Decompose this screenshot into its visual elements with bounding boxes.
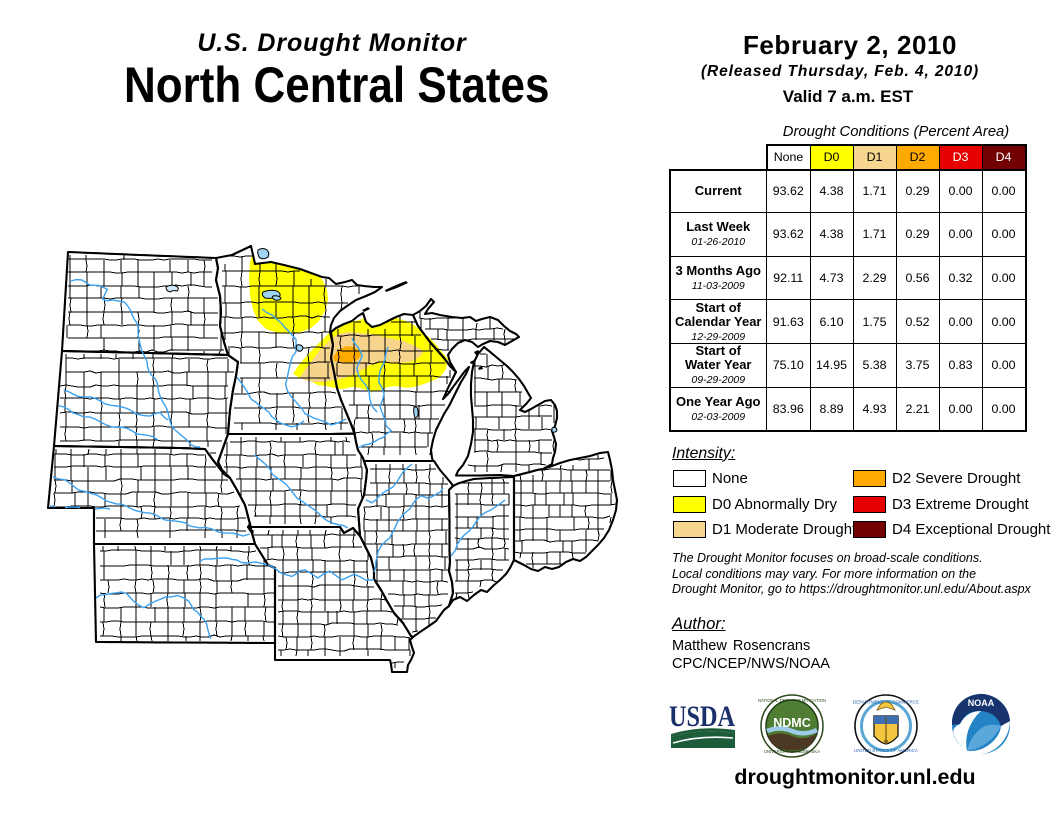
svg-text:USDA: USDA xyxy=(669,700,735,733)
svg-text:NOAA: NOAA xyxy=(968,698,995,708)
svg-text:UNITED STATES OF AMERICA: UNITED STATES OF AMERICA xyxy=(854,748,918,753)
svg-text:NDMC: NDMC xyxy=(773,716,811,730)
